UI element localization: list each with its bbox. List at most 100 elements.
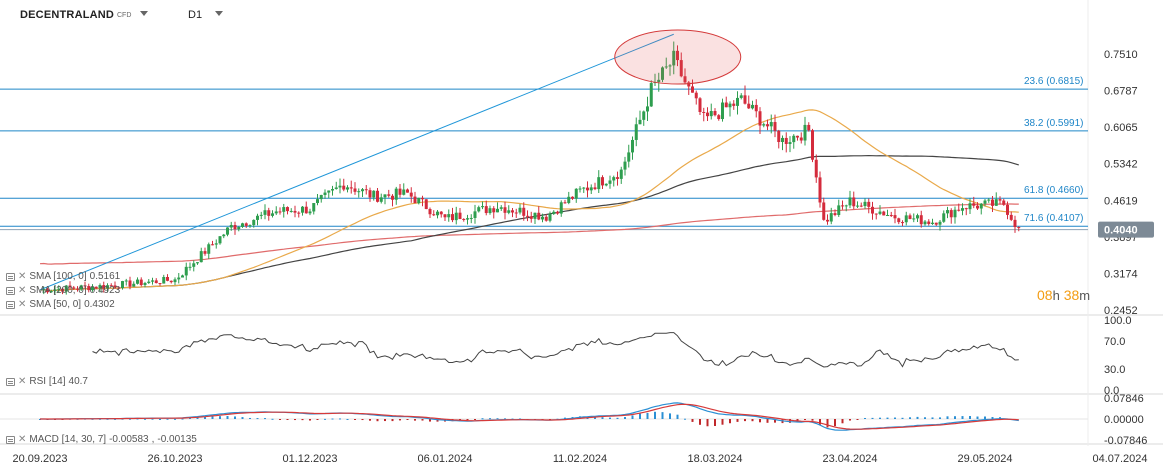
- candle-body: [608, 180, 612, 184]
- candle-body: [499, 207, 503, 209]
- candle-body: [627, 152, 631, 162]
- close-icon[interactable]: ✕: [18, 376, 27, 387]
- candle-body: [76, 288, 79, 290]
- macd-histogram-bar: [669, 413, 671, 419]
- candle-body: [863, 201, 867, 207]
- macd-histogram-bar: [916, 416, 919, 419]
- candle-body: [147, 281, 151, 283]
- candle-body: [42, 289, 46, 291]
- price-tick-label: 0.2452: [1104, 305, 1138, 317]
- sma-50-legend[interactable]: ✕ SMA [50, 0] 0.4302: [6, 299, 115, 310]
- candle-body: [556, 211, 559, 214]
- candle-body: [417, 197, 421, 204]
- candle-body: [799, 137, 803, 141]
- candle-body: [503, 207, 507, 213]
- candle-body: [758, 111, 762, 126]
- settings-icon[interactable]: [6, 272, 15, 281]
- close-icon[interactable]: ✕: [18, 285, 27, 296]
- candle-body: [604, 183, 608, 186]
- macd-legend[interactable]: ✕ MACD [14, 30, 7] -0.00583, -0.00135: [6, 434, 197, 445]
- candle-body: [976, 205, 979, 209]
- candle-body: [859, 205, 863, 207]
- candle-body: [398, 188, 402, 195]
- candle-body: [841, 205, 844, 207]
- macd-histogram-bar: [264, 418, 266, 420]
- macd-histogram-bar: [324, 418, 326, 420]
- candle-body: [124, 280, 128, 282]
- candle-body: [709, 111, 713, 117]
- symbol-dropdown-icon[interactable]: [140, 11, 148, 16]
- candle-body: [443, 214, 447, 218]
- candle-body: [739, 95, 743, 98]
- candle-body: [391, 195, 394, 200]
- candle-body: [514, 212, 518, 214]
- macd-histogram-bar: [196, 417, 199, 419]
- candle-body: [466, 218, 469, 220]
- candle-body: [439, 211, 443, 215]
- candle-body: [113, 285, 117, 288]
- rsi-legend[interactable]: ✕ RSI [14] 40.7: [6, 376, 88, 387]
- price-tick-label: 0.6787: [1104, 86, 1138, 98]
- candle-body: [248, 225, 252, 227]
- candle-body: [931, 222, 934, 224]
- timeframe-label[interactable]: D1: [188, 9, 203, 21]
- timeframe-dropdown-icon[interactable]: [215, 11, 223, 16]
- candle-body: [679, 60, 683, 77]
- close-icon[interactable]: ✕: [18, 434, 27, 445]
- settings-icon[interactable]: [6, 435, 15, 444]
- candle-body: [552, 211, 556, 214]
- candle-body: [649, 83, 653, 107]
- sma-100-legend[interactable]: ✕ SMA [100, 0] 0.5161: [6, 271, 120, 282]
- price-tick-label: 0.6065: [1104, 122, 1138, 134]
- macd-histogram-bar: [256, 418, 259, 420]
- candle-body: [162, 276, 166, 284]
- settings-icon[interactable]: [6, 286, 15, 295]
- trend-line: [39, 33, 674, 291]
- candle-body: [286, 207, 289, 212]
- macd-histogram-bar: [631, 415, 634, 419]
- macd-histogram-bar: [654, 411, 656, 419]
- settings-icon[interactable]: [6, 377, 15, 386]
- candle-body: [582, 187, 586, 189]
- candle-body: [807, 124, 811, 131]
- sma-100-line: [39, 109, 1019, 292]
- symbol-title[interactable]: DECENTRALAND: [20, 9, 115, 21]
- candle-body: [848, 197, 852, 206]
- close-icon[interactable]: ✕: [18, 299, 27, 310]
- candle-body: [837, 205, 841, 216]
- candle-body: [683, 76, 687, 83]
- close-icon[interactable]: ✕: [18, 271, 27, 282]
- macd-histogram-bar: [984, 416, 986, 419]
- macd-histogram-bar: [736, 419, 739, 422]
- sma-200-value: 0.4923: [89, 285, 121, 296]
- macd-histogram-bar: [511, 418, 514, 420]
- macd-histogram-bar: [286, 419, 289, 420]
- candle-body: [916, 215, 919, 219]
- macd-histogram-bar: [241, 417, 244, 419]
- candle-body: [912, 218, 916, 220]
- macd-histogram-bar: [339, 418, 341, 420]
- sma-200-legend[interactable]: ✕ SMA [200, 0] 0.4923: [6, 285, 120, 296]
- candle-body: [901, 222, 904, 224]
- candle-body: [721, 102, 724, 120]
- candle-body: [406, 189, 409, 193]
- candle-body: [593, 187, 597, 190]
- macd-histogram-bar: [691, 419, 694, 422]
- candle-body: [121, 281, 124, 289]
- candle-body: [526, 215, 529, 217]
- candle-body: [754, 104, 758, 112]
- candle-body: [188, 266, 192, 268]
- macd-histogram-bar: [841, 419, 844, 424]
- macd-histogram-bar: [871, 417, 874, 419]
- candle-body: [1002, 200, 1006, 205]
- candle-body: [458, 212, 462, 220]
- macd-histogram-bar: [766, 419, 769, 423]
- candle-body: [871, 206, 874, 214]
- settings-icon[interactable]: [6, 300, 15, 309]
- price-tick-label: 0.3174: [1104, 268, 1138, 280]
- macd-histogram-bar: [354, 419, 356, 420]
- candle-body: [72, 287, 76, 289]
- candle-body: [218, 236, 222, 244]
- candle-body: [428, 209, 432, 215]
- candle-body: [766, 124, 769, 127]
